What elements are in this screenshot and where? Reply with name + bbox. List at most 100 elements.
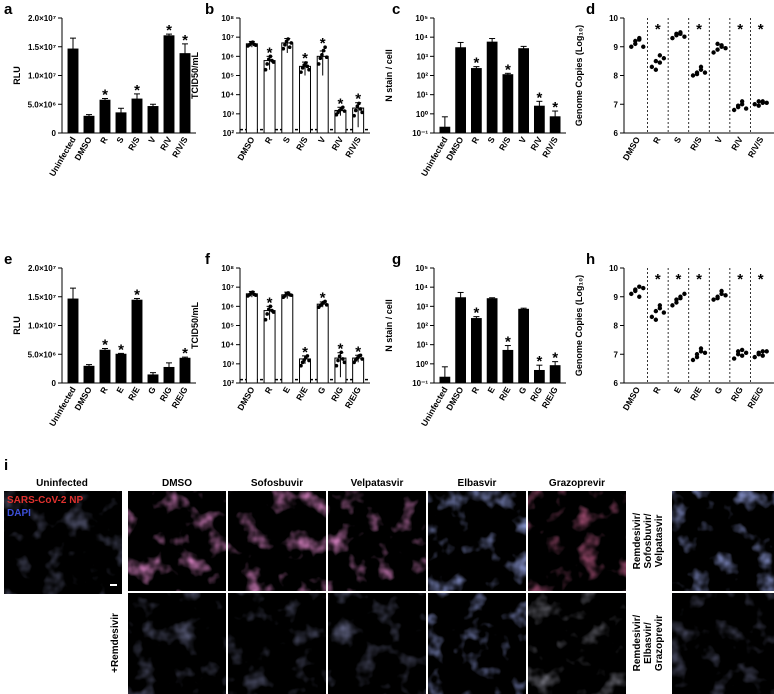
data-point xyxy=(302,358,307,362)
data-point xyxy=(739,353,745,358)
data-point xyxy=(649,64,655,70)
data-point xyxy=(657,53,663,58)
y-tick-label: 9 xyxy=(614,43,619,52)
category-label: R/V/S xyxy=(540,135,560,160)
combo-label-top: Remdesivir/Sofosbuvir/Velpatasvir xyxy=(632,512,665,569)
y-tick-label: 1.0×10⁷ xyxy=(28,72,56,81)
y-tick-label: 10⁴ xyxy=(415,283,428,292)
data-point xyxy=(756,350,761,356)
y-tick-label: 10⁵ xyxy=(221,322,234,331)
category-label: R/E/G xyxy=(343,385,363,410)
data-point xyxy=(653,67,659,72)
data-point xyxy=(342,109,347,113)
y-tick-label: 10⁵ xyxy=(415,14,428,23)
y-tick-label: 10⁴ xyxy=(221,91,234,100)
data-point xyxy=(360,357,364,361)
data-point xyxy=(715,295,720,301)
micrograph-Velpatasvir-bottom xyxy=(328,593,426,694)
category-label: R/V/S xyxy=(170,135,190,160)
panel-letter-i: i xyxy=(4,457,8,474)
data-point xyxy=(641,44,646,49)
data-point xyxy=(352,113,356,118)
category-label: R/E xyxy=(497,385,513,403)
significance-star: * xyxy=(758,271,764,288)
data-point xyxy=(637,294,642,299)
data-point xyxy=(287,45,292,49)
data-point xyxy=(723,293,728,298)
data-point xyxy=(657,306,663,311)
data-point xyxy=(299,363,303,368)
significance-star: * xyxy=(302,50,308,67)
micrograph-DMSO-bottom xyxy=(128,593,226,694)
y-tick-label: 10² xyxy=(222,129,234,138)
data-point xyxy=(633,288,638,294)
y-tick-label: 7 xyxy=(614,350,619,359)
significance-star: * xyxy=(102,87,108,104)
data-point xyxy=(305,64,310,69)
y-tick-label: 1.5×10⁷ xyxy=(28,293,56,302)
y-tick-label: 10² xyxy=(416,72,428,81)
data-point xyxy=(764,349,769,354)
bar-R xyxy=(470,68,482,134)
data-point xyxy=(358,107,363,111)
data-point xyxy=(300,66,305,70)
data-point xyxy=(254,43,258,48)
data-point xyxy=(254,293,258,298)
significance-star: * xyxy=(737,271,743,288)
data-point xyxy=(682,291,687,297)
category-label: E xyxy=(672,385,684,395)
data-point xyxy=(698,349,704,354)
data-point xyxy=(715,41,720,47)
category-label: R/S xyxy=(294,135,310,153)
y-axis-label: Genome Copies (Log₁₀) xyxy=(574,275,584,376)
bar-Uninfected xyxy=(67,48,79,134)
data-point xyxy=(271,60,276,64)
significance-star: * xyxy=(267,294,273,311)
data-point xyxy=(268,54,273,59)
data-point xyxy=(756,99,761,104)
data-point xyxy=(324,303,329,307)
bar-E xyxy=(281,294,294,384)
data-point xyxy=(355,104,360,109)
category-label: R/E/G xyxy=(169,385,189,410)
category-label: E xyxy=(281,385,293,395)
micrograph-Sofosbuvir-top xyxy=(228,491,326,591)
significance-star: * xyxy=(182,32,188,49)
significance-star: * xyxy=(655,271,661,288)
y-tick-label: 6 xyxy=(614,129,619,138)
bar-DMSO xyxy=(245,293,258,384)
category-label: DMSO xyxy=(235,135,257,162)
category-label: R xyxy=(651,385,663,395)
data-point xyxy=(649,314,655,320)
significance-star: * xyxy=(338,340,344,357)
data-point xyxy=(305,354,310,358)
category-label: R/V xyxy=(729,135,745,153)
data-point xyxy=(304,61,308,65)
data-point xyxy=(334,363,339,368)
data-point xyxy=(323,299,327,304)
bar-G xyxy=(518,308,530,384)
y-tick-label: 0 xyxy=(52,129,57,138)
y-axis-label: N stain / cell xyxy=(384,49,394,102)
bar-R/S xyxy=(502,74,514,134)
data-point xyxy=(653,58,659,64)
chart-panel-a: a05.0×10⁶1.0×10⁷1.5×10⁷2.0×10⁷RLUUninfec… xyxy=(4,1,196,178)
significance-star: * xyxy=(473,55,479,72)
bar-S xyxy=(486,41,498,134)
bar-E xyxy=(115,353,127,384)
significance-star: * xyxy=(118,341,124,358)
data-point xyxy=(263,67,268,72)
data-point xyxy=(337,354,342,359)
data-point xyxy=(670,303,675,308)
data-point xyxy=(357,101,361,106)
row-label-remdesivir: +Remdesivir xyxy=(110,613,121,673)
data-point xyxy=(268,304,273,309)
data-point xyxy=(735,104,741,110)
y-tick-label: 8 xyxy=(614,72,619,81)
significance-star: * xyxy=(696,271,702,288)
data-point xyxy=(633,41,638,47)
significance-star: * xyxy=(166,22,172,39)
category-label: R xyxy=(469,135,481,145)
scale-bar xyxy=(110,584,117,586)
